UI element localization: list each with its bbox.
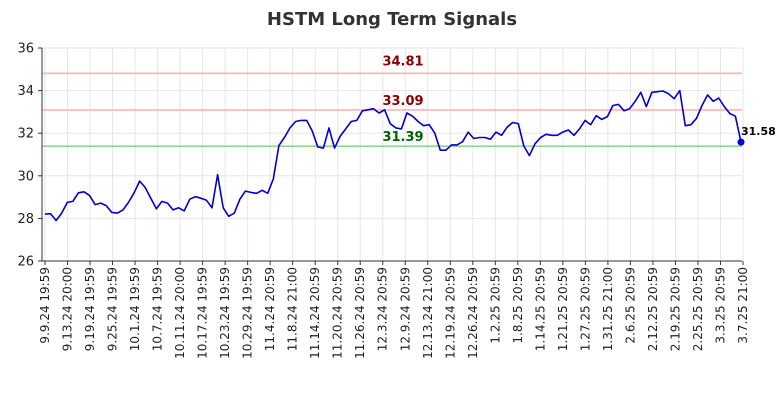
last-point-marker — [737, 138, 745, 146]
chart-title: HSTM Long Term Signals — [267, 9, 517, 30]
x-tick-label: 12.19.24 20:59 — [443, 267, 457, 359]
reference-line-label: 34.81 — [382, 54, 423, 69]
x-tick-label: 1.2.25 20:59 — [488, 267, 502, 344]
x-tick-label: 12.9.24 20:59 — [398, 267, 412, 351]
x-tick-label: 1.8.25 20:59 — [511, 267, 525, 344]
x-tick-label: 9.13.24 20:00 — [61, 267, 75, 351]
x-tick-label: 10.23.24 19:59 — [218, 267, 232, 359]
reference-line-label: 31.39 — [382, 130, 423, 145]
x-tick-label: 2.25.25 20:59 — [691, 267, 705, 351]
x-tick-label: 2.6.25 20:59 — [623, 267, 637, 344]
last-value-label: 31.58 — [741, 125, 776, 138]
x-tick-label: 9.19.24 19:59 — [83, 267, 97, 351]
y-tick-label: 28 — [17, 212, 34, 227]
x-tick-label: 10.7.24 19:59 — [151, 267, 165, 351]
y-tick-label: 32 — [17, 127, 34, 142]
x-tick-label: 11.20.24 20:59 — [331, 267, 345, 359]
x-tick-label: 10.17.24 19:59 — [196, 267, 210, 359]
x-tick-label: 9.9.24 19:59 — [38, 267, 52, 344]
x-tick-label: 10.11.24 20:00 — [173, 267, 187, 359]
price-series: 31.58 — [44, 89, 776, 222]
x-tick-label: 11.4.24 20:59 — [263, 267, 277, 351]
x-tick-label: 2.19.25 20:59 — [668, 267, 682, 351]
x-tick-label: 3.3.25 20:59 — [713, 267, 727, 344]
x-tick-label: 10.1.24 19:59 — [128, 267, 142, 351]
grid — [42, 47, 744, 262]
reference-lines: 34.81 33.09 31.39 — [42, 54, 742, 147]
x-tick-label: 2.12.25 20:59 — [646, 267, 660, 351]
x-tick-label: 10.29.24 19:59 — [241, 267, 255, 359]
series-line — [44, 89, 742, 222]
x-tick-label: 12.26.24 20:59 — [466, 267, 480, 359]
x-tick-label: 1.14.25 20:59 — [533, 267, 547, 351]
reference-line-label: 33.09 — [382, 94, 423, 109]
x-tick-label: 12.13.24 21:00 — [421, 267, 435, 359]
x-tick-label: 9.25.24 19:59 — [106, 267, 120, 351]
x-tick-label: 3.7.25 21:00 — [736, 267, 750, 344]
x-tick-label: 1.27.25 20:59 — [578, 267, 592, 351]
x-tick-label: 1.31.25 21:00 — [601, 267, 615, 351]
y-tick-label: 30 — [17, 169, 34, 184]
y-tick-label: 34 — [17, 84, 34, 99]
y-tick-label: 36 — [17, 42, 34, 57]
x-tick-label: 11.14.24 20:59 — [308, 267, 322, 359]
x-tick-label: 11.26.24 20:59 — [353, 267, 367, 359]
x-axis: 9.9.24 19:59 9.13.24 20:00 9.19.24 19:59 9.… — [38, 261, 750, 359]
y-axis: 26 28 30 32 34 36 — [17, 42, 42, 270]
y-tick-label: 26 — [17, 255, 34, 270]
x-tick-label: 11.8.24 21:00 — [286, 267, 300, 351]
x-tick-label: 1.21.25 20:59 — [556, 267, 570, 351]
x-tick-label: 12.3.24 20:59 — [376, 267, 390, 351]
